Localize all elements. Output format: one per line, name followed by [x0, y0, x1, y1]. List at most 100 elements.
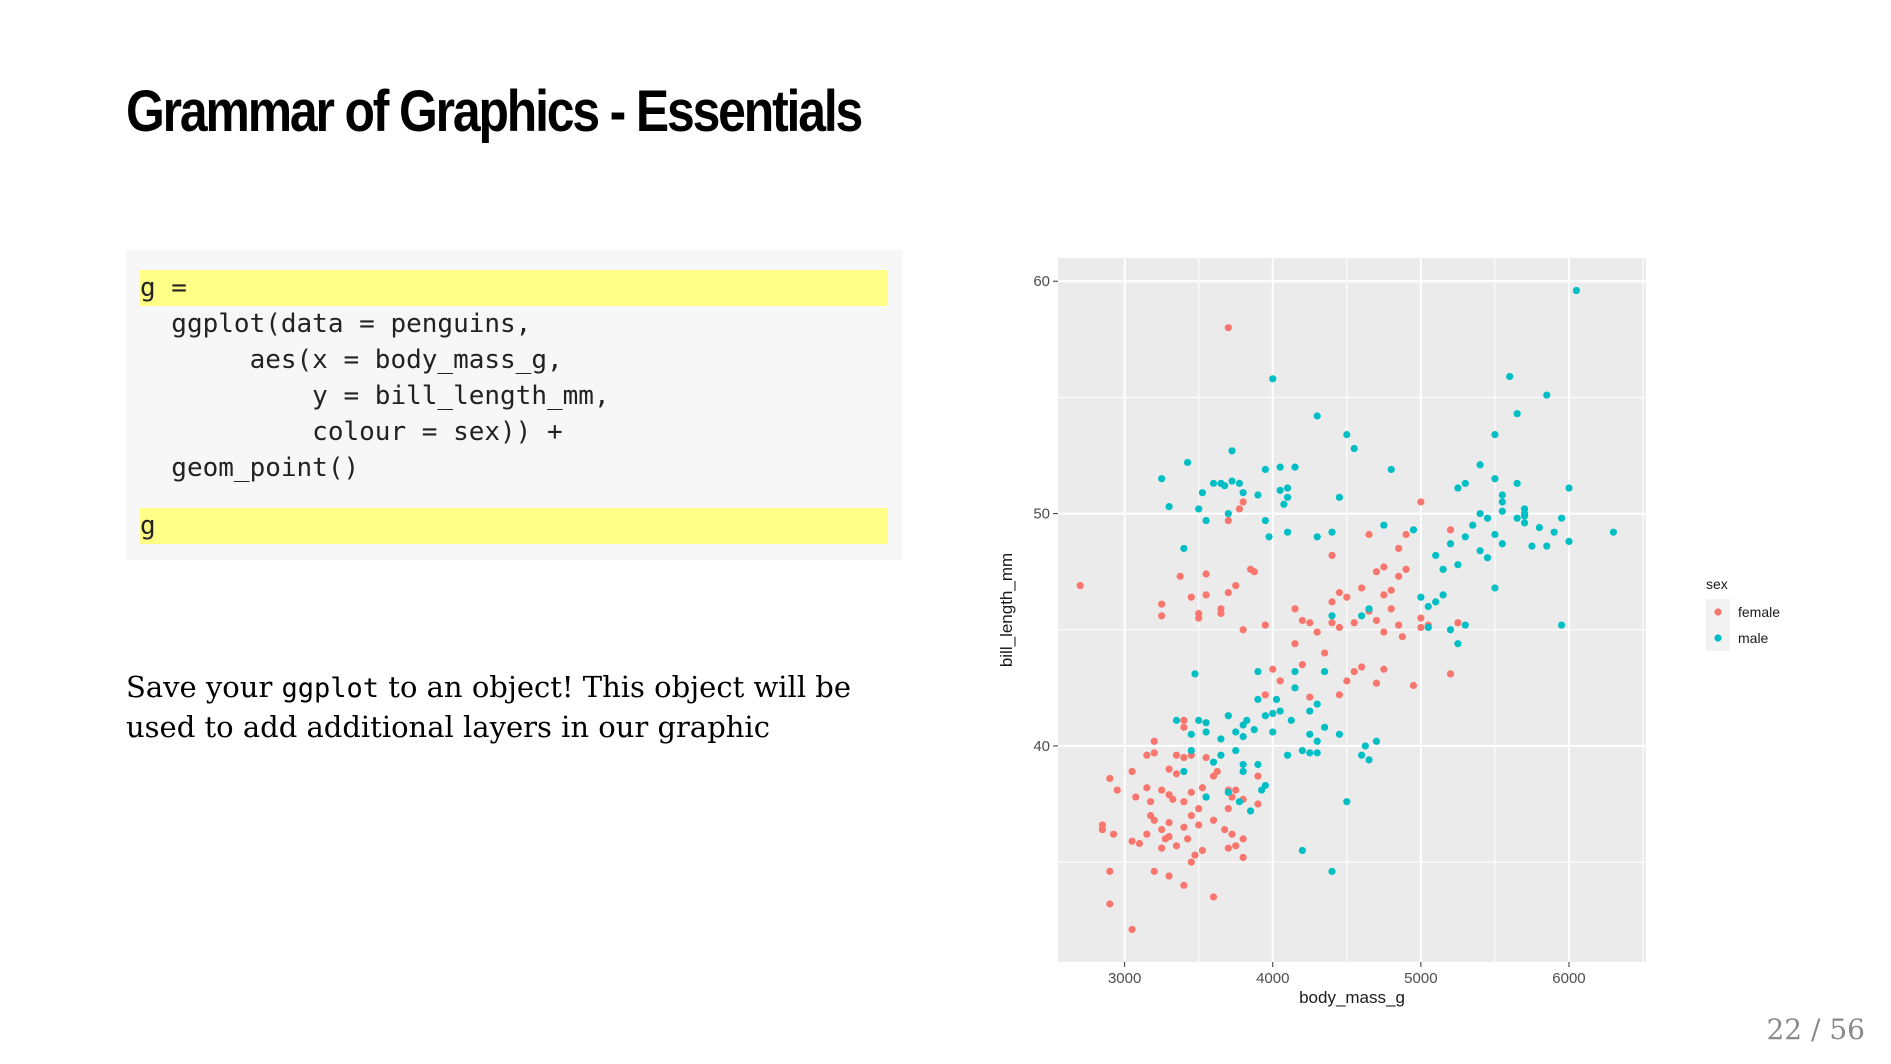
data-point-male [1365, 605, 1373, 613]
page-separator: / [1811, 1013, 1821, 1046]
data-point-male [1239, 733, 1247, 741]
data-point-female [1176, 572, 1184, 580]
data-point-female [1387, 605, 1395, 613]
data-point-male [1272, 695, 1281, 704]
data-point-female [1291, 605, 1299, 613]
data-point-male [1343, 430, 1351, 439]
data-point-male [1550, 528, 1558, 536]
data-point-female [1380, 628, 1388, 636]
data-point-female [1187, 593, 1195, 601]
data-point-female [1232, 842, 1240, 850]
data-point-female [1198, 846, 1207, 855]
data-point-male [1269, 709, 1277, 717]
data-point-male [1261, 516, 1269, 525]
data-point-male [1432, 598, 1440, 606]
data-point-female [1358, 663, 1366, 671]
data-point-male [1224, 509, 1232, 518]
data-point-female [1387, 586, 1395, 594]
data-point-male [1209, 479, 1218, 487]
data-point-male [1165, 503, 1173, 511]
data-point-female [1209, 893, 1218, 901]
data-point-male [1476, 461, 1484, 469]
data-point-male [1306, 730, 1314, 738]
data-point-female [1113, 786, 1121, 794]
data-point-female [1350, 667, 1358, 676]
data-point-male [1609, 528, 1618, 536]
data-point-female [1261, 691, 1269, 699]
data-point-male [1187, 746, 1195, 755]
data-point-female [1446, 526, 1455, 534]
y-tick-label: 40 [1033, 738, 1050, 755]
data-point-male [1291, 684, 1299, 692]
data-point-male [1365, 756, 1373, 764]
data-point-male [1476, 547, 1484, 555]
data-point-female [1187, 788, 1195, 796]
data-point-female [1228, 830, 1236, 838]
data-point-male [1328, 528, 1336, 536]
data-point-male [1261, 465, 1269, 474]
data-point-female [1158, 844, 1166, 852]
data-point-male [1202, 793, 1210, 801]
data-point-male [1461, 533, 1469, 541]
data-point-male [1380, 521, 1388, 529]
data-point-female [1269, 665, 1277, 673]
data-point-female [1183, 835, 1192, 843]
data-point-female [1276, 677, 1284, 685]
code-line: aes(x = body_mass_g, [140, 345, 563, 375]
data-point-female [1224, 324, 1232, 332]
data-point-female [1150, 749, 1158, 757]
data-point-male [1239, 489, 1247, 497]
data-point-female [1395, 572, 1403, 580]
data-point-female [1254, 800, 1262, 808]
data-point-female [1202, 591, 1210, 599]
x-tick-label: 3000 [1108, 970, 1141, 987]
data-point-male [1202, 516, 1210, 525]
data-point-female [1202, 570, 1210, 578]
data-point-male [1224, 712, 1232, 720]
data-point-female [1402, 530, 1410, 539]
data-point-male [1543, 542, 1551, 550]
data-point-female [1180, 753, 1188, 762]
data-point-female [1239, 498, 1247, 506]
data-point-male [1506, 372, 1514, 381]
data-point-male [1417, 593, 1425, 601]
data-point-female [1132, 793, 1140, 801]
data-point-female [1106, 900, 1114, 908]
data-point-female [1165, 765, 1173, 773]
code-line: g = [140, 270, 888, 306]
data-point-female [1398, 633, 1406, 641]
data-point-female [1224, 516, 1232, 525]
y-tick-label: 50 [1033, 506, 1050, 523]
data-point-male [1313, 737, 1321, 745]
data-point-female [1172, 770, 1181, 778]
data-point-male [1513, 514, 1521, 522]
data-point-male [1328, 867, 1336, 875]
data-point-male [1195, 716, 1203, 724]
caption-line-2: used to add additional layers in our gra… [126, 710, 770, 744]
data-point-male [1269, 375, 1277, 383]
data-point-female [1395, 544, 1403, 553]
data-point-male [1283, 493, 1292, 501]
data-point-male [1343, 798, 1351, 806]
data-point-male [1198, 489, 1207, 497]
data-point-male [1224, 788, 1232, 796]
data-point-female [1172, 751, 1181, 759]
data-point-female [1454, 619, 1462, 627]
data-point-male [1235, 479, 1244, 487]
data-point-male [1254, 695, 1262, 704]
legend-marker [1714, 608, 1722, 616]
data-point-male [1276, 707, 1284, 715]
data-point-male [1313, 749, 1321, 757]
data-point-female [1158, 612, 1166, 620]
data-point-male [1291, 463, 1299, 471]
data-point-female [1169, 795, 1177, 803]
data-point-female [1180, 723, 1188, 731]
data-point-female [1135, 839, 1144, 848]
data-point-female [1261, 621, 1269, 629]
data-point-male [1409, 526, 1418, 534]
caption-part-1: Save your [126, 670, 282, 704]
data-point-male [1298, 846, 1306, 855]
data-point-male [1335, 730, 1344, 738]
data-point-male [1183, 458, 1192, 467]
data-point-female [1180, 881, 1188, 889]
